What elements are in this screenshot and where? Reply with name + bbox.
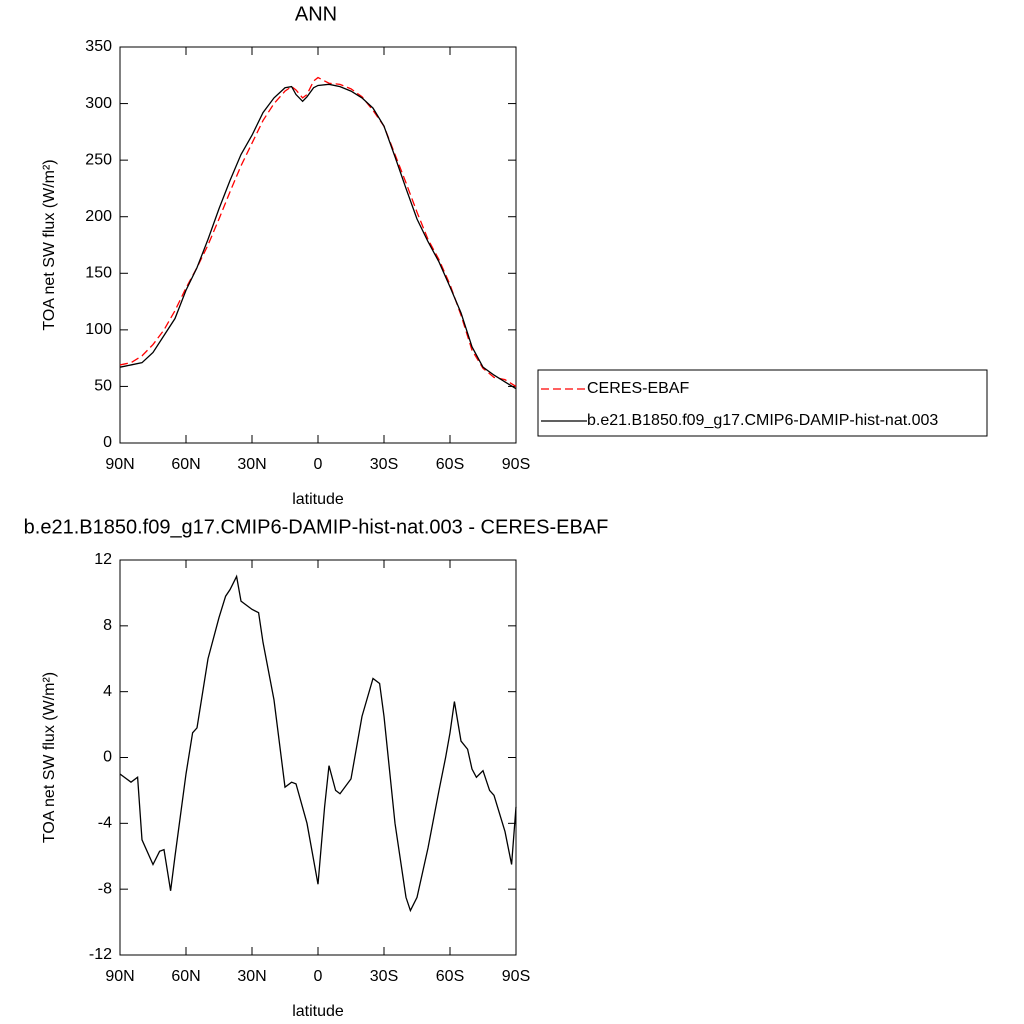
x-tick-label: 60N [171,968,200,985]
y-tick-label: 250 [85,151,112,168]
chart-title: b.e21.B1850.f09_g17.CMIP6-DAMIP-hist-nat… [24,516,609,538]
x-tick-label: 60S [436,456,464,473]
legend-box [537,369,988,437]
y-tick-label: 50 [94,378,112,395]
x-tick-label: 90N [105,456,134,473]
x-tick-label: 30S [370,968,398,985]
y-tick-label: 8 [103,617,112,634]
y-tick-label: 0 [103,749,112,766]
x-tick-label: 30S [370,456,398,473]
x-tick-label: 30N [237,456,266,473]
plot-frame [119,559,517,956]
legend-label: CERES-EBAF [587,380,689,397]
chart-title: ANN [295,3,337,25]
x-tick-label: 0 [314,456,323,473]
data-line [119,83,517,390]
x-tick-label: 0 [314,968,323,985]
y-tick-label: 12 [94,551,112,568]
y-tick-label: 4 [103,683,112,700]
y-tick-label: 0 [103,434,112,451]
y-tick-label: -8 [98,880,112,897]
x-tick-label: 90S [502,968,530,985]
data-line [119,574,517,913]
y-axis-label: TOA net SW flux (W/m²) [41,672,58,843]
y-axis-label: TOA net SW flux (W/m²) [41,159,58,330]
y-tick-label: 100 [85,321,112,338]
data-line [119,76,517,387]
y-tick-label: 200 [85,208,112,225]
x-tick-label: 60N [171,456,200,473]
y-tick-label: 150 [85,265,112,282]
y-tick-label: -12 [89,946,112,963]
x-tick-label: 90N [105,968,134,985]
y-tick-label: 350 [85,38,112,55]
legend-label: b.e21.B1850.f09_g17.CMIP6-DAMIP-hist-nat… [587,412,938,429]
y-tick-label: 300 [85,95,112,112]
x-axis-label: latitude [292,1003,344,1020]
x-axis-label: latitude [292,491,344,508]
x-tick-label: 90S [502,456,530,473]
x-tick-label: 30N [237,968,266,985]
plot-frame [119,46,517,444]
y-tick-label: -4 [98,815,112,832]
x-tick-label: 60S [436,968,464,985]
